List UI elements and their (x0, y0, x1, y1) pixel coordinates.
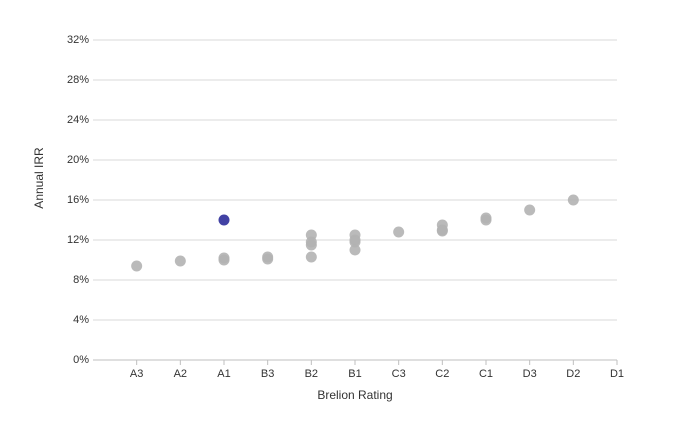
x-tick-label: D3 (523, 368, 537, 380)
y-tick-label: 0% (73, 354, 89, 366)
x-tick-label: A3 (130, 368, 143, 380)
point (262, 251, 274, 263)
y-tick-label: 24% (67, 114, 89, 126)
point (305, 251, 317, 263)
point (131, 260, 143, 272)
point (436, 225, 448, 237)
point (393, 226, 405, 238)
point (218, 214, 230, 226)
y-tick-label: 16% (67, 194, 89, 206)
y-tick-label: 12% (67, 234, 89, 246)
point (349, 244, 361, 256)
x-tick-label: B1 (348, 368, 361, 380)
x-tick-label: B2 (305, 368, 318, 380)
x-tick-label: C1 (479, 368, 493, 380)
point (174, 255, 186, 267)
point (480, 214, 492, 226)
x-tick-label: B3 (261, 368, 274, 380)
y-tick-label: 28% (67, 74, 89, 86)
y-tick-label: 4% (73, 314, 89, 326)
x-tick-label: C3 (392, 368, 406, 380)
x-tick-label: A2 (174, 368, 187, 380)
y-tick-label: 20% (67, 154, 89, 166)
x-tick-label: A1 (217, 368, 230, 380)
x-tick-label: D2 (566, 368, 580, 380)
x-tick-label: C2 (435, 368, 449, 380)
y-tick-label: 32% (67, 34, 89, 46)
y-tick-label: 8% (73, 274, 89, 286)
point (305, 239, 317, 251)
point (567, 194, 579, 206)
point (524, 204, 536, 216)
y-axis-title: Annual IRR (32, 147, 46, 209)
x-axis-title: Brelion Rating (317, 388, 392, 402)
point (218, 252, 230, 264)
x-tick-label: D1 (610, 368, 624, 380)
point (349, 236, 361, 248)
